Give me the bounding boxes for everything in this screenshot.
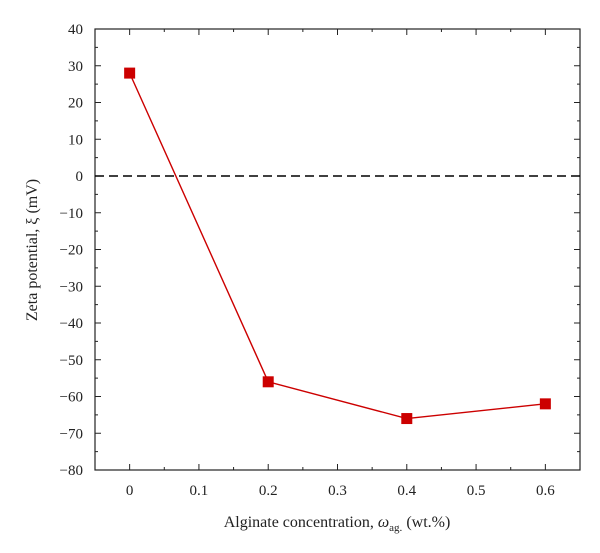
x-tick-label: 0.2 bbox=[259, 483, 278, 499]
data-point bbox=[124, 67, 136, 79]
y-tick-label: −40 bbox=[60, 316, 83, 332]
data-point bbox=[262, 376, 274, 388]
series-line bbox=[129, 72, 546, 420]
x-tick-label: 0.5 bbox=[467, 483, 486, 499]
y-tick-label: 0 bbox=[76, 169, 84, 185]
y-tick-label: −70 bbox=[60, 426, 83, 442]
y-tick-label: −80 bbox=[60, 463, 83, 479]
series-layer bbox=[124, 67, 551, 425]
x-tick-label: 0.6 bbox=[536, 483, 555, 499]
x-axis-title-symbol: ω bbox=[378, 514, 389, 531]
y-tick-label: −60 bbox=[60, 390, 83, 406]
y-tick-label: 10 bbox=[68, 132, 83, 148]
y-tick-label: 40 bbox=[68, 22, 83, 38]
x-tick-label: 0.4 bbox=[397, 483, 416, 499]
x-tick-label: 0 bbox=[126, 483, 134, 499]
x-axis-title-subscript: ag. bbox=[389, 522, 402, 534]
y-tick-label: 20 bbox=[68, 96, 83, 112]
y-axis-title: Zeta potential, ξ (mV) bbox=[24, 179, 41, 321]
x-axis-title-main: Alginate concentration, bbox=[224, 514, 378, 531]
y-tick-label: −20 bbox=[60, 243, 83, 259]
plot-frame bbox=[94, 28, 581, 471]
x-tick-label: 0.3 bbox=[328, 483, 347, 499]
data-point bbox=[401, 413, 413, 425]
ticks-layer: 40 30 20 10 0 −10 −20 −30 −40 −50 −60 −70 −80 0 0.1 0.2… bbox=[60, 22, 580, 499]
y-tick-label: −50 bbox=[60, 353, 83, 369]
y-tick-label: −10 bbox=[60, 206, 83, 222]
x-axis-title: Alginate concentration, ωag. (wt.%) bbox=[224, 514, 451, 534]
x-axis-title-unit: (wt.%) bbox=[402, 514, 450, 531]
y-tick-label: 30 bbox=[68, 59, 83, 75]
y-tick-label: −30 bbox=[60, 279, 83, 295]
x-tick-label: 0.1 bbox=[190, 483, 209, 499]
data-point bbox=[539, 398, 551, 410]
